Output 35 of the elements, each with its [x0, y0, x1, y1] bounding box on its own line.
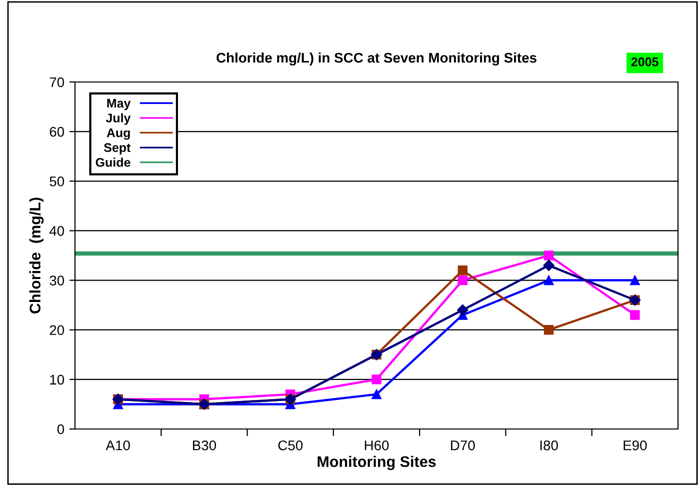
point: [630, 310, 640, 320]
point: [372, 374, 382, 384]
chart-title: Chloride mg/L) in SCC at Seven Monitoring Sites: [216, 52, 536, 66]
y-tick-label: 60: [50, 126, 64, 137]
y-tick-label: 10: [50, 374, 64, 385]
point: [544, 324, 554, 335]
x-axis-title: Monitoring Sites: [318, 456, 436, 470]
point: [544, 250, 554, 260]
y-tick-label: 0: [57, 424, 64, 434]
x-tick-label: I80: [540, 440, 558, 450]
point: [630, 275, 640, 286]
point: [457, 304, 468, 316]
point: [458, 266, 468, 276]
point: [544, 275, 554, 286]
point: [458, 275, 468, 286]
legend-label: May: [107, 98, 131, 110]
point: [372, 389, 382, 400]
x-tick-label: D70: [451, 440, 475, 450]
point: [543, 260, 554, 272]
y-tick-label: 20: [50, 325, 64, 336]
x-tick-label: A10: [106, 440, 130, 450]
x-tick-label: E90: [624, 440, 647, 450]
text: 2005: [631, 57, 658, 66]
legend-label: July: [106, 113, 131, 125]
y-axis-title: Chloride (mg/L): [29, 198, 44, 314]
y-tick-label: 70: [50, 77, 64, 88]
y-tick-label: 30: [50, 276, 64, 286]
legend-label: Sept: [104, 143, 131, 154]
x-tick-label: C50: [278, 440, 303, 450]
x-tick-label: B30: [193, 440, 216, 450]
x-tick-label: H60: [364, 440, 389, 450]
legend-label: Guide: [96, 158, 130, 167]
y-tick-label: 50: [50, 176, 64, 186]
legend-label: Aug: [106, 128, 130, 140]
y-tick-label: 40: [49, 226, 64, 236]
